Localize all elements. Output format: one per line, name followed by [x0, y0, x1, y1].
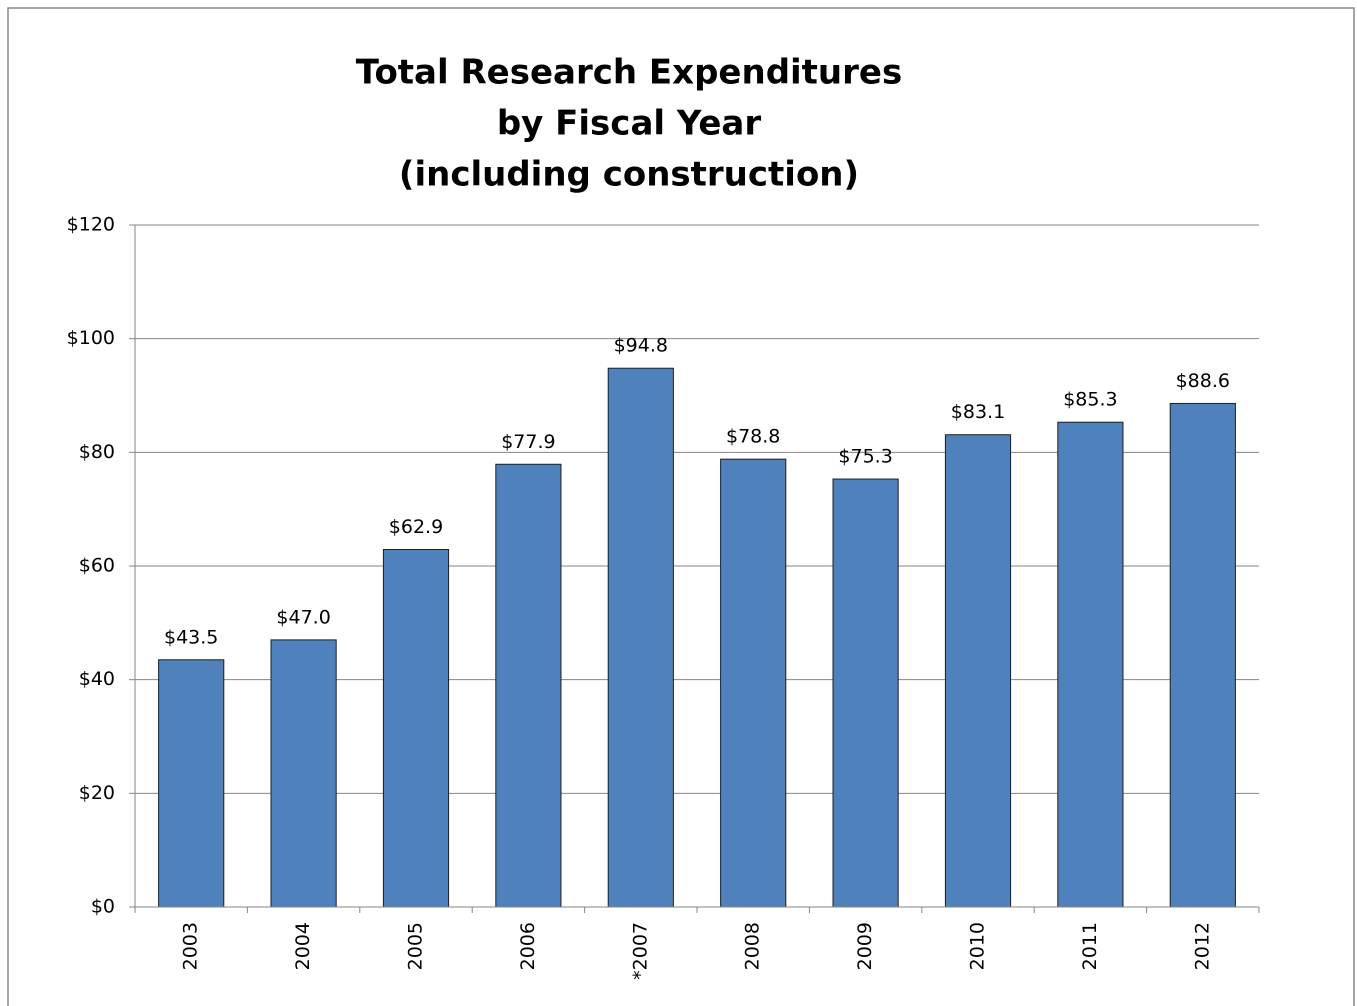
bar	[607, 367, 674, 908]
x-tick-label: 2008	[742, 922, 764, 970]
chart-title: (including construction)	[399, 155, 859, 195]
x-tick-label: 2011	[1079, 922, 1101, 970]
data-label: $47.0	[276, 606, 330, 628]
x-tick-label: 2004	[292, 922, 314, 970]
bar	[720, 458, 787, 908]
data-label: $88.6	[1176, 370, 1230, 392]
y-tick-label: $20	[79, 782, 115, 804]
chart-frame	[7, 7, 1355, 1006]
data-label: $94.8	[614, 335, 668, 357]
x-tick-label: 2005	[405, 922, 427, 970]
x-tick-label: 2009	[854, 922, 876, 970]
bar	[158, 659, 225, 908]
data-label: $62.9	[389, 516, 443, 538]
x-tick-label: 2012	[1191, 922, 1213, 970]
x-tick-label: 2003	[180, 922, 202, 970]
y-tick-label: $60	[79, 555, 115, 577]
bar	[944, 434, 1012, 908]
data-label: $43.5	[164, 626, 218, 648]
data-label: $75.3	[838, 446, 892, 468]
bar	[1057, 421, 1124, 908]
data-label: $85.3	[1063, 389, 1117, 411]
y-tick-label: $40	[79, 668, 115, 690]
y-tick-label: $120	[67, 214, 115, 236]
bar	[270, 639, 337, 908]
data-label: $77.9	[501, 431, 555, 453]
bar	[1169, 402, 1236, 908]
bar	[382, 549, 450, 908]
y-tick-label: $100	[67, 327, 115, 349]
x-tick-label: *2007	[629, 922, 651, 980]
bar	[495, 463, 562, 908]
chart-title: by Fiscal Year	[497, 104, 762, 144]
x-tick-label: 2006	[517, 922, 539, 970]
chart-title: Total Research Expenditures	[356, 53, 902, 93]
data-label: $83.1	[951, 401, 1005, 423]
y-tick-label: $0	[91, 896, 115, 918]
data-label: $78.8	[726, 426, 780, 448]
bar	[832, 478, 899, 908]
x-tick-label: 2010	[967, 922, 989, 970]
y-tick-label: $80	[79, 441, 115, 463]
